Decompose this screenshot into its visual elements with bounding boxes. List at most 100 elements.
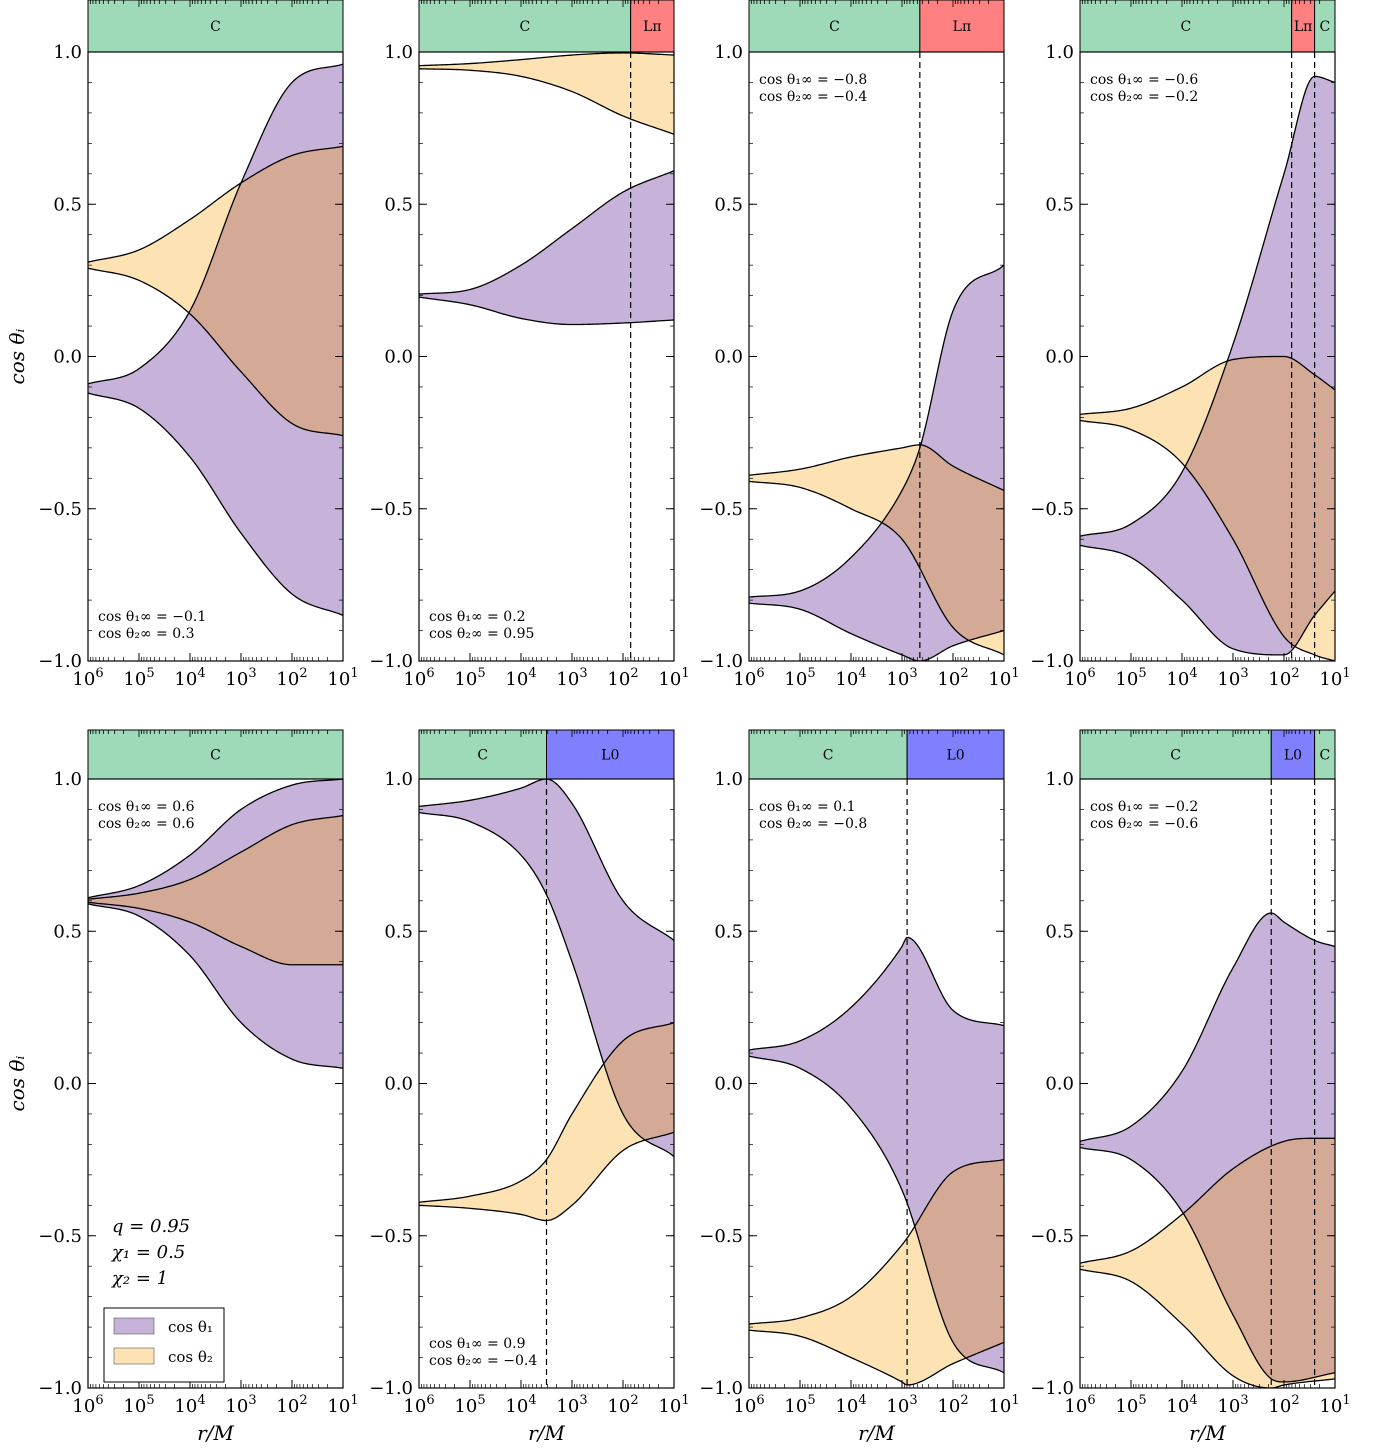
y-tick-label: 0.0 [53,347,82,368]
theta1-upper-line [749,936,1004,1051]
phase-bar: C L0 [748,729,1005,780]
theta2-upper-line [1080,355,1335,416]
band-overlap [749,1159,1004,1373]
initial-condition-label: cos θ₂∞ = −0.6 [1090,816,1198,832]
phase-bar: C L0 C [1079,729,1336,780]
x-tick-label: 102 [276,666,307,690]
theta1-upper-line [419,779,674,941]
initial-condition-label: cos θ₂∞ = −0.4 [759,89,867,105]
phase-segment [418,0,632,53]
phase-label: C [1170,748,1181,764]
y-tick-label: 1.0 [384,769,413,790]
initial-condition-label: cos θ₁∞ = 0.6 [98,799,195,815]
x-tick-label: 103 [1217,1393,1248,1417]
x-tick-label: 105 [123,1393,154,1417]
y-tick-label: 0.5 [384,194,413,215]
panel-5: C −1.0 −0.5 0.0 0.5 1.0 106 105 104 103 102 101 cos … [5,729,359,1445]
theta2-lower-line [749,480,1004,656]
y-tick-label: 0.5 [384,921,413,942]
y-tick-label: 0.0 [384,1074,413,1095]
theta2-upper-line [88,145,343,263]
y-tick-label: −1.0 [699,651,743,672]
plot-area [419,52,674,661]
x-tick-label: 103 [556,1393,587,1417]
theta1-lower-line [419,296,674,326]
phase-label: L0 [601,748,619,764]
y-tick-label: 0.0 [1045,347,1074,368]
x-tick-label: 105 [454,666,485,690]
y-tick-label: −0.5 [699,1226,743,1247]
band-overlap [88,146,343,436]
phase-label: C [1319,19,1330,35]
phase-bar: C L0 [418,729,675,780]
panel-6: C L0 −1.0 −0.5 0.0 0.5 1.0 106 105 104 103 102 101 r/… [369,729,690,1445]
phase-bar: C Lπ [748,0,1005,53]
x-axis-label: r/M [528,1421,565,1445]
phase-segment [906,729,1005,780]
phase-label: Lπ [643,19,662,35]
x-tick-label: 103 [225,666,256,690]
phase-segment [87,729,344,780]
x-tick-label: 104 [505,1393,536,1417]
x-axis-label: r/M [1189,1421,1226,1445]
theta1-lower-line [1080,1146,1335,1383]
x-tick-label: 102 [937,1393,968,1417]
y-tick-label: −0.5 [369,499,413,520]
x-tick-label: 104 [174,1393,205,1417]
x-tick-label: 105 [1115,1393,1146,1417]
y-tick-label: 0.5 [1045,194,1074,215]
panel-4: C Lπ C −1.0 −0.5 0.0 0.5 1.0 106 105 104 103 102 101 c… [1030,0,1351,690]
x-tick-label: 103 [225,1393,256,1417]
theta1-lower-line [88,903,343,1069]
y-tick-label: 1.0 [53,42,82,63]
phase-segment [919,0,1005,53]
theta2-lower-line [1080,419,1335,661]
theta2-upper-line [88,814,343,900]
x-tick-label: 101 [658,1393,689,1417]
initial-condition-label: cos θ₁∞ = −0.6 [1090,72,1198,88]
y-tick-label: 0.5 [53,194,82,215]
initial-condition-label: cos θ₁∞ = −0.2 [1090,799,1198,815]
band-overlap [88,815,343,965]
phase-label: C [1319,748,1330,764]
x-tick-label: 106 [733,1393,764,1417]
x-tick-label: 104 [835,666,866,690]
y-tick-label: −0.5 [699,499,743,520]
theta2-lower-line [88,267,343,437]
y-tick-label: −1.0 [699,1378,743,1399]
x-tick-label: 102 [607,1393,638,1417]
phase-label: C [823,748,834,764]
phase-label: Lπ [953,19,972,35]
y-tick-label: 0.5 [714,921,743,942]
legend-label-theta1: cos θ₁ [168,1318,213,1336]
phase-segment [1079,0,1293,53]
param-chi2: χ₂ = 1 [110,1268,168,1289]
y-tick-label: −0.5 [38,499,82,520]
phase-label: L0 [1284,748,1302,764]
initial-condition-label: cos θ₂∞ = −0.8 [759,816,867,832]
band-overlap [419,1022,674,1157]
y-axis-label: cos θᵢ [5,1056,29,1112]
y-tick-label: −0.5 [38,1226,82,1247]
initial-condition-label: cos θ₁∞ = 0.2 [429,609,526,625]
x-tick-label: 101 [327,666,358,690]
y-tick-label: 1.0 [1045,769,1074,790]
x-tick-label: 102 [276,1393,307,1417]
y-tick-label: 0.0 [714,1074,743,1095]
y-tick-label: −0.5 [1030,499,1074,520]
x-tick-label: 106 [1064,666,1095,690]
y-tick-label: 0.0 [384,347,413,368]
band-overlap [1080,356,1335,655]
x-tick-label: 105 [784,1393,815,1417]
theta2-lower-line [88,901,343,966]
x-tick-label: 103 [886,666,917,690]
x-tick-label: 106 [72,666,103,690]
phase-bar: C Lπ C [1079,0,1336,53]
theta1-upper-line [1080,75,1335,537]
bands [749,936,1004,1386]
phase-bar: C [87,0,344,53]
initial-condition-label: cos θ₂∞ = 0.3 [98,626,195,642]
x-tick-label: 104 [1166,666,1197,690]
y-axis-label: cos θᵢ [5,329,29,385]
band-overlap [749,444,1004,655]
